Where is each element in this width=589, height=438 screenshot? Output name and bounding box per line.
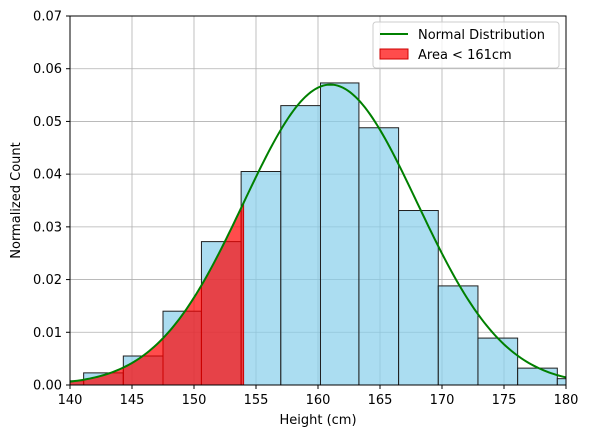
legend-area-swatch	[380, 49, 408, 59]
histogram-bar-5	[241, 172, 281, 385]
x-tick-label-0: 140	[58, 393, 83, 408]
y-tick-label-1: 0.01	[33, 326, 62, 341]
y-tick-label-0: 0.00	[33, 379, 62, 394]
histogram-bar-12	[518, 368, 558, 385]
x-tick-label-3: 155	[244, 393, 269, 408]
legend-label-area: Area < 161cm	[418, 48, 512, 63]
y-tick-label-4: 0.04	[33, 168, 62, 183]
y-tick-label-2: 0.02	[33, 273, 62, 288]
histogram-bar-10	[438, 286, 478, 385]
x-tick-label-7: 175	[492, 393, 517, 408]
histogram-bar-8	[359, 128, 399, 385]
x-tick-label-8: 180	[554, 393, 579, 408]
histogram-bar-11	[478, 338, 518, 385]
legend: Normal Distribution Area < 161cm	[373, 22, 559, 68]
histogram-bar-7	[320, 83, 358, 385]
x-tick-label-2: 150	[182, 393, 207, 408]
x-tick-label-6: 170	[430, 393, 455, 408]
y-tick-label-3: 0.03	[33, 220, 62, 235]
x-tick-label-5: 165	[368, 393, 393, 408]
histogram-bar-6	[281, 106, 321, 385]
x-axis-label: Height (cm)	[279, 413, 356, 428]
y-tick-label-7: 0.07	[33, 10, 62, 25]
x-tick-label-4: 160	[306, 393, 331, 408]
x-tick-label-1: 145	[120, 393, 145, 408]
legend-label-normal: Normal Distribution	[418, 28, 545, 43]
y-tick-label-6: 0.06	[33, 62, 62, 77]
y-tick-label-5: 0.05	[33, 115, 62, 130]
y-axis-label: Normalized Count	[9, 142, 24, 258]
histogram-bar-9	[399, 211, 439, 385]
